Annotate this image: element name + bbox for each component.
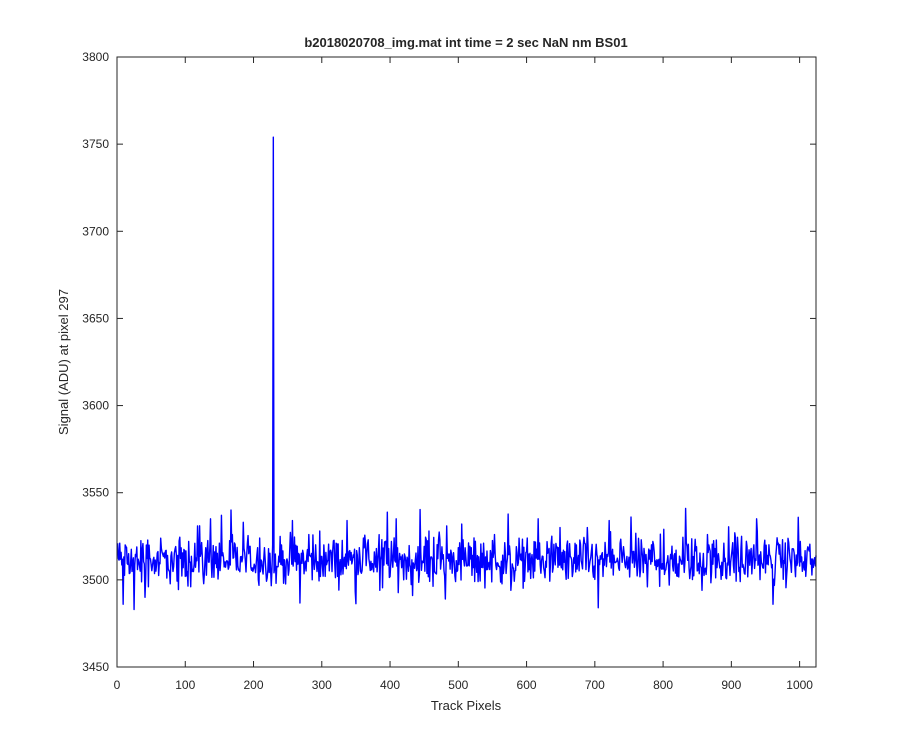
x-tick-label: 800 <box>653 678 673 692</box>
y-tick-label: 3450 <box>82 660 109 674</box>
series-line <box>116 136 817 611</box>
y-tick-label: 3550 <box>82 486 109 500</box>
y-tick-label: 3750 <box>82 137 109 151</box>
y-axis: 3450 3500 3550 3600 3650 3700 3750 3800 <box>82 50 816 674</box>
x-tick-label: 500 <box>448 678 468 692</box>
x-tick-label: 600 <box>517 678 537 692</box>
y-tick-label: 3800 <box>82 50 109 64</box>
y-tick-label: 3700 <box>82 224 109 238</box>
x-tick-label: 1000 <box>786 678 813 692</box>
x-tick-label: 0 <box>114 678 121 692</box>
x-tick-label: 900 <box>721 678 741 692</box>
y-tick-label: 3500 <box>82 573 109 587</box>
y-tick-label: 3600 <box>82 399 109 413</box>
y-axis-label: Signal (ADU) at pixel 297 <box>56 289 71 435</box>
y-tick-label: 3650 <box>82 311 109 325</box>
series-layer <box>116 136 817 611</box>
x-tick-label: 200 <box>244 678 264 692</box>
x-axis-label: Track Pixels <box>431 698 502 713</box>
x-tick-label: 300 <box>312 678 332 692</box>
x-tick-label: 400 <box>380 678 400 692</box>
x-tick-label: 100 <box>175 678 195 692</box>
axes-box <box>116 56 817 668</box>
x-tick-label: 700 <box>585 678 605 692</box>
x-axis: 0 100 200 300 400 500 600 700 800 900 1000 <box>114 57 813 692</box>
chart-title: b2018020708_img.mat int time = 2 sec NaN… <box>304 35 627 50</box>
